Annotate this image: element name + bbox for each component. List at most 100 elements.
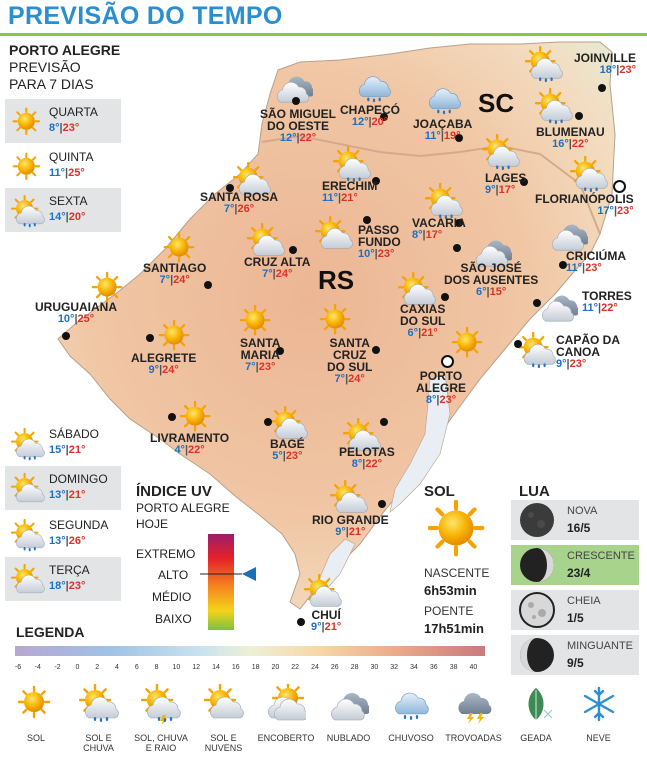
city-label: SÃO MIGUEL DO OESTE 12°|22° (260, 108, 336, 144)
city-label: CAXIAS DO SUL 6°|21° (400, 303, 445, 339)
city-name: SÃO MIGUEL (260, 107, 337, 121)
day-name: SEGUNDA (49, 518, 109, 532)
city-name: CHUÍ (311, 608, 341, 622)
uv-level-extreme: EXTREMO (136, 547, 196, 561)
city-name: CRUZ (333, 348, 367, 362)
day-temps: 13°|26° (49, 535, 86, 547)
city-temps: 9°|23° (556, 358, 587, 370)
city-name: DO OESTE (267, 119, 330, 133)
city-max: 23° (617, 205, 634, 217)
city-max: 21° (341, 192, 358, 204)
moon-phase-row: NOVA 16/5 (511, 500, 639, 540)
scale-tick-label: 10 (172, 664, 181, 671)
city-marker (441, 355, 454, 368)
overcast-icon (266, 684, 306, 724)
city-name: JOAÇABA (413, 117, 473, 131)
day-temps: 8°|23° (49, 122, 80, 134)
scale-tick-label: 30 (370, 664, 379, 671)
city-name: CAPÃO DA (556, 333, 621, 347)
scale-tick-label: 28 (350, 664, 359, 671)
city-temps: 18°|23° (599, 64, 637, 76)
uv-level-high: ALTO (158, 568, 189, 582)
city-max: 21° (324, 621, 342, 633)
city-marker (559, 261, 567, 269)
city-min: 7° (262, 268, 273, 280)
scale-tick-label: 20 (271, 664, 280, 671)
legend-label-line: TROVOADAS (445, 733, 502, 743)
city-temps: 9°|21° (311, 621, 342, 633)
day-min: 13° (49, 535, 66, 547)
city-marker (455, 219, 463, 227)
city-max: 26° (237, 203, 255, 215)
city-label: CAPÃO DA CANOA 9°|23° (556, 334, 620, 370)
city-name: DO SUL (400, 314, 446, 328)
legend-title: LEGENDA (16, 624, 85, 640)
scale-tick-label: 34 (410, 664, 418, 671)
day-temps: 11°|25° (49, 167, 85, 179)
legend-label-line: SOL, CHUVA (134, 733, 188, 743)
legend-label: NUBLADO (317, 733, 381, 743)
city-label: FLORIANÓPOLIS 17°|23° (535, 193, 634, 217)
scale-tick-label: 18 (251, 664, 260, 671)
city-label: LAGES 9°|17° (485, 172, 526, 196)
scale-tick-label: 40 (469, 664, 478, 671)
scale-tick-label: 8 (154, 664, 159, 671)
sun-icon (428, 500, 486, 558)
legend-icon (141, 684, 181, 729)
sun-icon (16, 684, 56, 724)
city-name: LAGES (485, 171, 527, 185)
city-min: 9° (148, 364, 160, 376)
city-marker (441, 293, 449, 301)
city-min: 16° (552, 138, 569, 150)
city-max: 23° (258, 361, 276, 373)
city-label: BAGÉ 5°|23° (270, 438, 305, 462)
city-name: DO SUL (327, 360, 373, 374)
city-min: 9° (311, 621, 322, 633)
city-max: 23° (585, 262, 602, 274)
city-max: 24° (275, 268, 293, 280)
legend-label: SOL (4, 733, 68, 743)
city-temps: 9°|21° (335, 526, 366, 538)
scale-tick-label: 6 (134, 664, 139, 671)
city-max: 24° (173, 274, 190, 286)
scale-tick-label: 14 (212, 664, 220, 671)
city-max: 17° (498, 184, 516, 196)
city-max: 23° (439, 394, 457, 406)
lagoa-dos-patos (389, 373, 451, 513)
scale-tick-label: 32 (390, 664, 399, 671)
city-max: 22° (299, 132, 317, 144)
sun-cloud-icon (11, 564, 45, 598)
legend-label-line: ENCOBERTO (257, 733, 315, 743)
page-title: PREVISÃO DO TEMPO (8, 2, 283, 30)
sun-storm-icon (141, 684, 181, 724)
city-name: CRUZ ALTA (244, 255, 311, 269)
moon-phase-name: CRESCENTE (567, 550, 635, 562)
city-label: LIVRAMENTO 4°|22° (150, 432, 229, 456)
city-name: CRICIÚMA (566, 249, 626, 263)
city-temps: 16°|22° (552, 138, 589, 150)
city-min: 12° (279, 132, 297, 144)
city-label: PELOTAS 8°|22° (339, 446, 395, 470)
legend-icon (204, 684, 244, 729)
city-min: 7° (223, 203, 235, 215)
city-max: 22° (601, 302, 618, 314)
city-name: RIO GRANDE (312, 513, 389, 527)
city-max: 17° (425, 229, 443, 241)
city-name: VACARIA (412, 216, 466, 230)
state-label-sc: SC (478, 88, 515, 118)
day-name: QUARTA (49, 105, 98, 119)
legend-label: SOL E NUVENS (192, 733, 256, 753)
legend-label: GEADA (504, 733, 568, 743)
city-marker (62, 332, 70, 340)
city-name: TORRES (582, 289, 632, 303)
sunset-label: POENTE (424, 604, 474, 618)
city-marker (363, 216, 371, 224)
city-name: BLUMENAU (536, 125, 605, 139)
waning-moon-icon (520, 638, 554, 672)
legend-label-line: NUVENS (204, 743, 243, 753)
city-name: CANOA (556, 345, 600, 359)
city-label: SANTA ROSA 7°|26° (200, 191, 278, 215)
scale-tick-label: -6 (14, 664, 22, 671)
city-marker (168, 413, 176, 421)
day-name: DOMINGO (49, 472, 108, 486)
